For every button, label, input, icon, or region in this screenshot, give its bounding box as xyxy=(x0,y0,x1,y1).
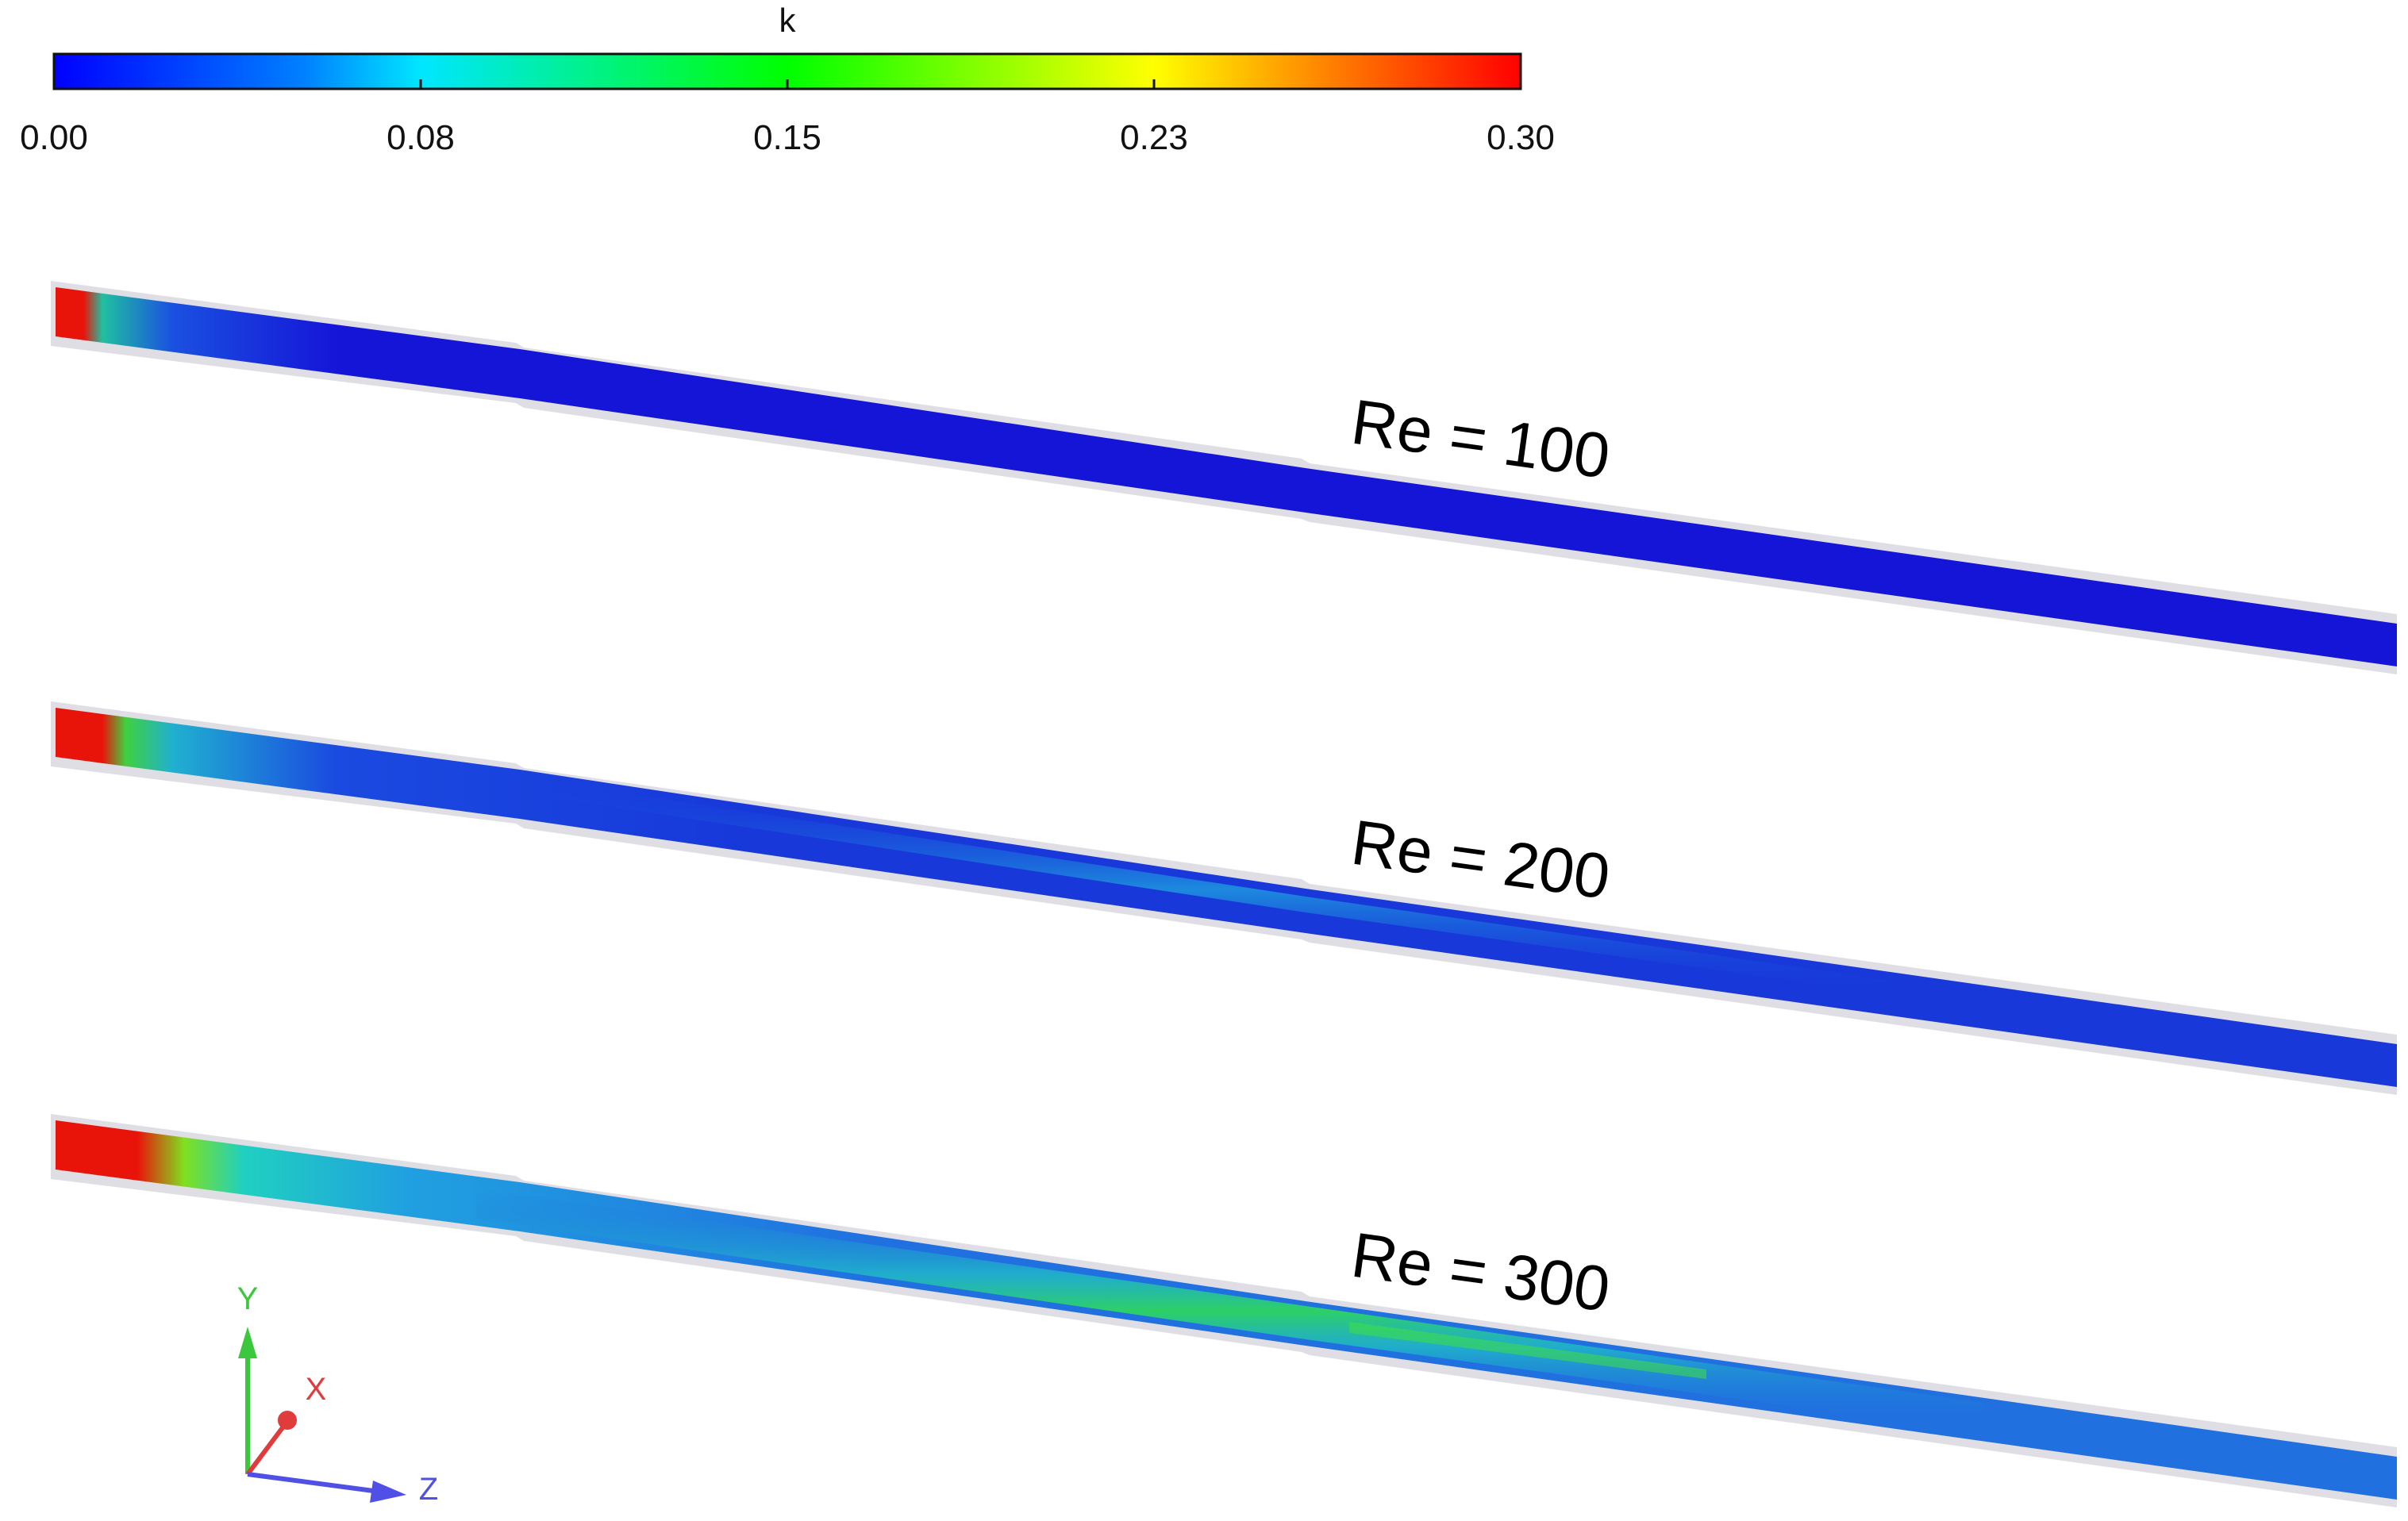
x-axis-arrowhead xyxy=(278,1411,297,1430)
pipe-fluid xyxy=(56,287,2397,666)
colorbar-tick-label: 0.15 xyxy=(753,118,821,157)
pipe-re-100: Re = 100 xyxy=(51,281,2397,674)
x-axis-arrow xyxy=(248,1423,286,1474)
x-axis-label: X xyxy=(306,1372,327,1407)
color-legend: k 0.00 0.08 0.15 0.23 0.30 xyxy=(20,2,1555,157)
core-band xyxy=(476,1189,1984,1433)
colorbar-tick-label: 0.08 xyxy=(387,118,455,157)
axis-triad: Y X Z xyxy=(237,1281,439,1507)
colorbar-tick-label: 0.23 xyxy=(1120,118,1188,157)
core-band xyxy=(556,782,1905,997)
colorbar-tick-label: 0.00 xyxy=(20,118,88,157)
y-axis-label: Y xyxy=(237,1281,259,1316)
pipe-re-300: Re = 300 xyxy=(51,1114,2397,1508)
legend-title: k xyxy=(779,2,797,39)
colorbar-tick-label: 0.30 xyxy=(1487,118,1555,157)
z-axis-label: Z xyxy=(419,1472,438,1507)
y-axis-arrowhead xyxy=(238,1327,257,1358)
pipe-re-200: Re = 200 xyxy=(51,701,2397,1095)
z-axis-arrow xyxy=(248,1474,379,1492)
z-axis-arrowhead xyxy=(370,1481,406,1503)
